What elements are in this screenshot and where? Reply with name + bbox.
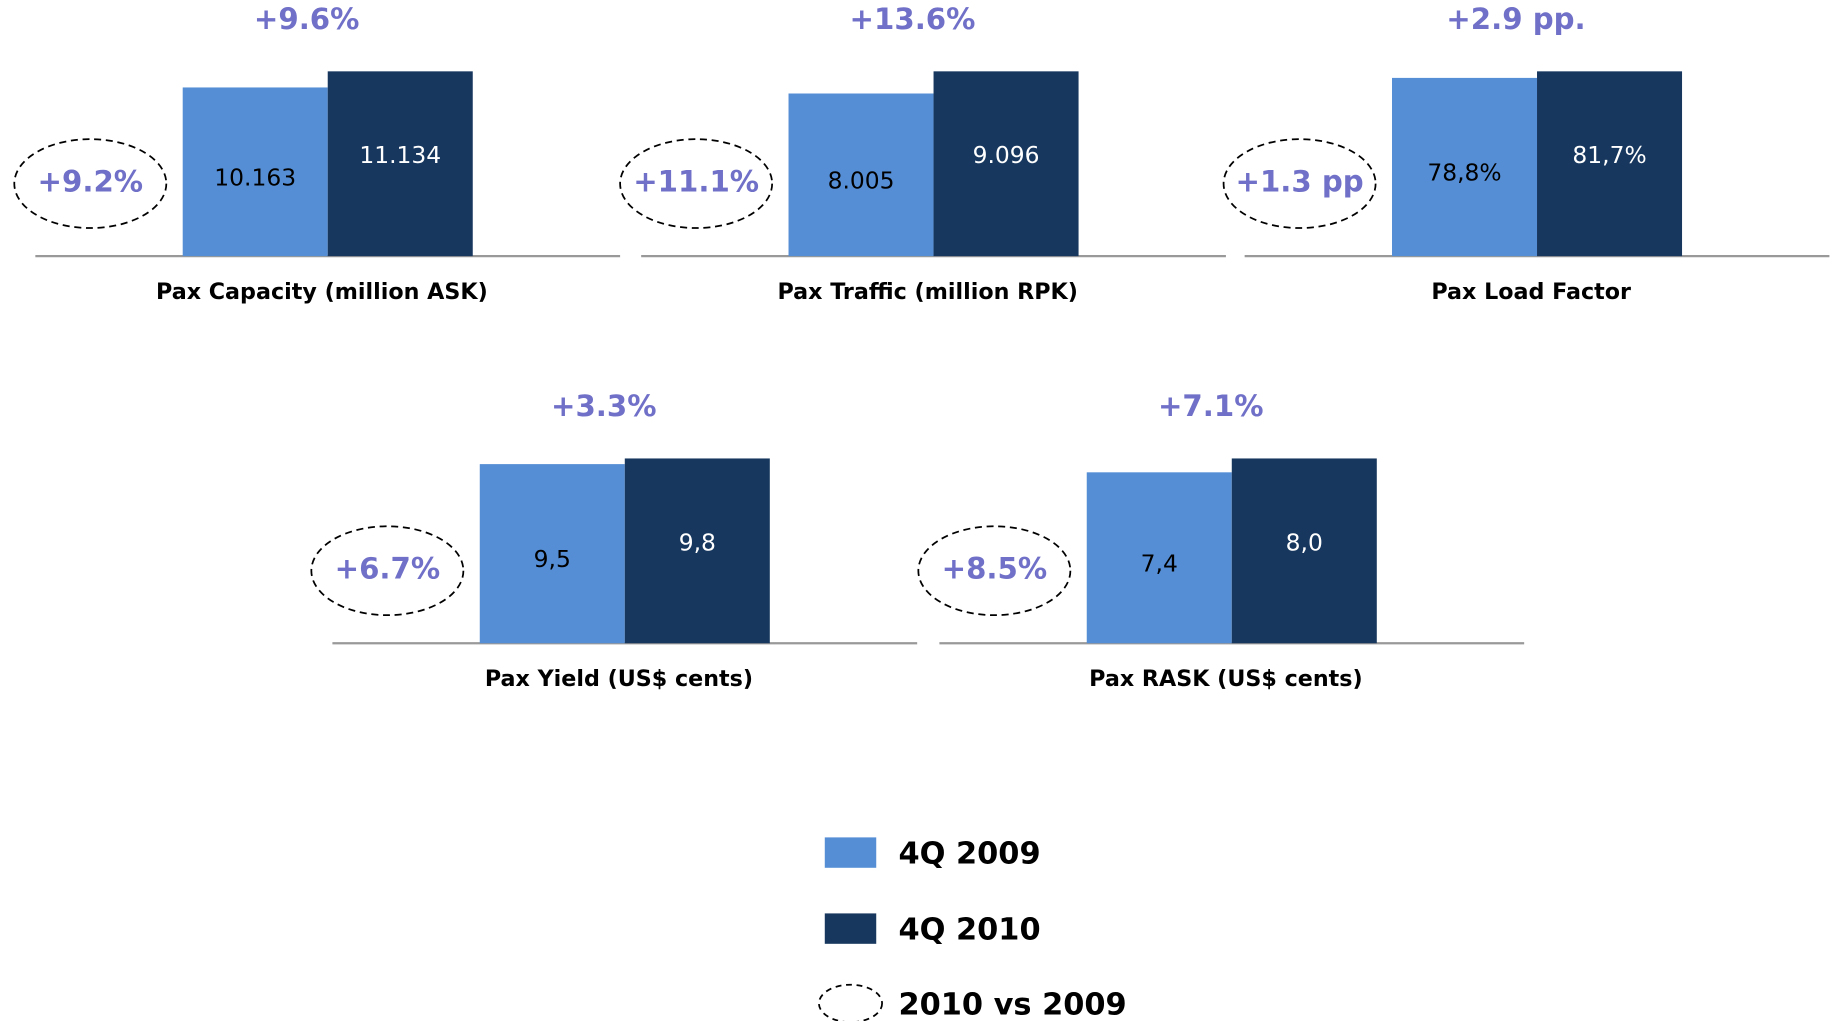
value-label: 9.096	[973, 141, 1040, 169]
bar	[327, 71, 473, 257]
legend-label: 2010 vs 2009	[898, 987, 1126, 1021]
value-label: 8.005	[828, 166, 895, 194]
comparison-label: +1.3 pp	[1235, 165, 1363, 199]
bar	[624, 458, 770, 644]
bar	[479, 464, 625, 644]
change-label: +2.9 pp.	[1446, 2, 1585, 36]
comparison-ellipse	[13, 138, 168, 229]
change-label: +3.3%	[551, 389, 657, 423]
chart-title: Pax Traffic (million RPK)	[777, 279, 1077, 305]
bar	[933, 71, 1079, 257]
bar	[1086, 472, 1232, 644]
bar	[788, 93, 934, 257]
value-label: 7,4	[1141, 549, 1178, 577]
comparison-ellipse	[917, 525, 1072, 617]
bar	[1391, 77, 1538, 257]
legend: 2010 vs 2009	[818, 983, 1127, 1021]
comparison-ellipse	[310, 525, 465, 617]
comparison-ellipse	[619, 138, 774, 229]
change-label: +9.6%	[254, 2, 360, 36]
comparison-ellipse	[1222, 138, 1377, 229]
comparison-label: +11.1%	[633, 165, 759, 199]
value-label: 78,8%	[1427, 159, 1501, 187]
legend-label: 4Q 2009	[898, 836, 1040, 871]
value-label: 81,7%	[1572, 141, 1646, 169]
change-label: +7.1%	[1158, 389, 1264, 423]
value-label: 9,5	[534, 545, 571, 573]
comparison-label: +8.5%	[942, 552, 1048, 586]
bar	[1231, 458, 1377, 644]
chart-title: Pax Load Factor	[1431, 279, 1631, 305]
value-label: 10.163	[214, 163, 296, 191]
legend-ellipse	[818, 983, 883, 1021]
chart-title: Pax Capacity (million ASK)	[156, 279, 488, 305]
value-label: 8,0	[1286, 528, 1323, 556]
bar	[1537, 71, 1683, 257]
change-label: +13.6%	[850, 2, 976, 36]
chart-title: Pax RASK (US$ cents)	[1089, 666, 1362, 692]
comparison-label: +6.7%	[335, 552, 441, 586]
legend-swatch	[824, 913, 877, 944]
legend-label: 4Q 2010	[898, 912, 1040, 947]
legend-swatch	[824, 837, 877, 868]
chart-title: Pax Yield (US$ cents)	[485, 666, 753, 692]
comparison-label: +9.2%	[38, 165, 144, 199]
value-label: 11.134	[359, 141, 441, 169]
value-label: 9,8	[679, 528, 716, 556]
bar	[182, 87, 328, 257]
